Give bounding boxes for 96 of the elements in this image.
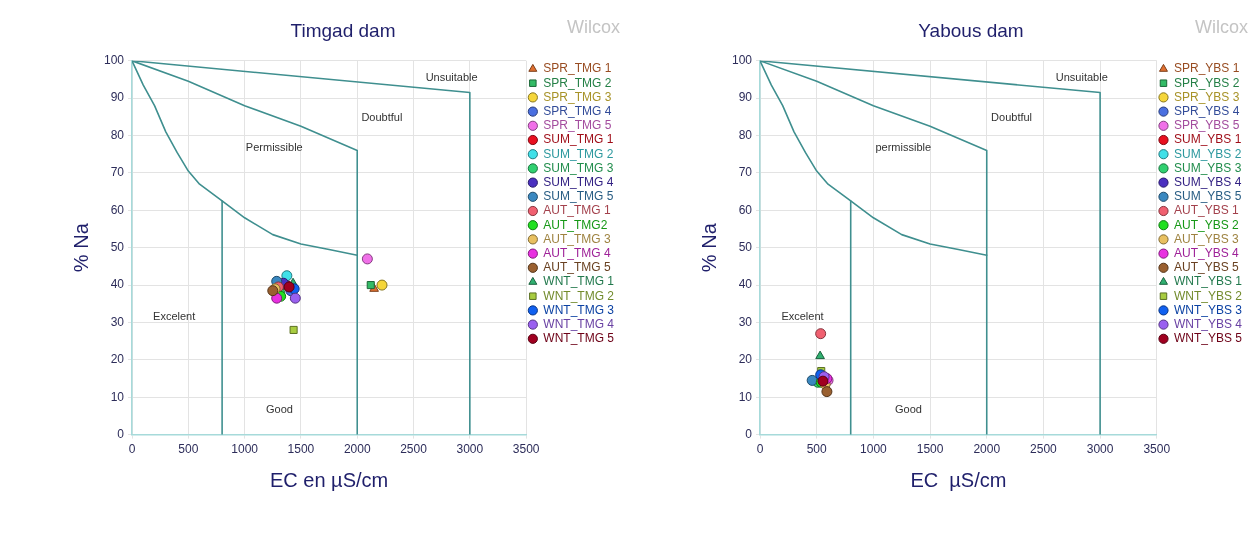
x-tick-label: 1000	[860, 442, 888, 457]
legend-label: WNT_YBS 1	[1173, 274, 1243, 289]
legend-label: SPR_TMG 2	[543, 75, 612, 90]
legend-label: SPR_TMG 1	[543, 61, 612, 76]
legend-label: SUM_TMG 5	[543, 189, 614, 204]
legend-label: WNT_YBS 3	[1173, 302, 1243, 317]
annotation: Doubtful	[361, 110, 403, 123]
annotation: Unsuitable	[1055, 70, 1108, 83]
y-tick-label: 90	[738, 90, 753, 105]
y-tick-label: 30	[738, 314, 753, 329]
legend-label: WNT_TMG 1	[543, 274, 615, 289]
x-axis-title: EC en µS/cm	[269, 468, 389, 491]
legend-label: AUT_YBS 2	[1173, 217, 1239, 232]
x-tick-label: 2500	[1030, 442, 1058, 457]
y-tick-label: 40	[738, 277, 753, 292]
y-tick-label: 100	[731, 53, 753, 68]
y-tick-label: 0	[745, 426, 753, 441]
chart-title: Timgad dam	[290, 19, 396, 41]
y-axis-title: % Na	[69, 222, 92, 273]
x-tick-label: 2000	[973, 442, 1001, 457]
x-tick-label: 3000	[1086, 442, 1114, 457]
legend-label: AUT_YBS 3	[1173, 231, 1239, 246]
annotation: Excelent	[153, 309, 196, 322]
x-tick-label: 2500	[400, 442, 428, 457]
x-tick-label: 2000	[343, 442, 371, 457]
legend-label: SPR_YBS 3	[1173, 89, 1240, 104]
y-tick-label: 50	[110, 240, 125, 255]
y-tick-label: 80	[738, 127, 753, 142]
legend-label: SPR_YBS 2	[1173, 75, 1240, 90]
legend-label: SPR_YBS 1	[1173, 61, 1240, 76]
y-axis-title: % Na	[697, 222, 720, 273]
chart-title: Yabous dam	[918, 19, 1024, 41]
legend-label: WNT_YBS 5	[1173, 331, 1243, 346]
legend-label: SUM_TMG 1	[543, 132, 614, 147]
legend-label: SUM_TMG 4	[543, 174, 614, 189]
legend-label: WNT_TMG 2	[543, 288, 615, 303]
legend-label: AUT_TMG 5	[543, 260, 611, 275]
legend-label: AUT_TMG 3	[543, 231, 611, 246]
y-tick-label: 60	[110, 202, 125, 217]
x-tick-label: 500	[806, 442, 828, 457]
x-tick-label: 0	[128, 442, 136, 457]
x-tick-label: 3500	[1143, 442, 1171, 457]
y-tick-label: 40	[110, 277, 125, 292]
text: Wilcox	[1195, 16, 1248, 37]
x-tick-label: 0	[756, 442, 764, 457]
x-tick-label: 1500	[287, 442, 315, 457]
y-tick-label: 100	[103, 53, 125, 68]
y-tick-label: 60	[738, 202, 753, 217]
y-tick-label: 20	[738, 352, 753, 367]
legend-label: SUM_YBS 3	[1173, 160, 1242, 175]
legend-label: AUT_TMG2	[543, 217, 608, 232]
annotation: Doubtful	[991, 110, 1033, 123]
legend-label: WNT_YBS 4	[1173, 316, 1243, 331]
legend-label: SPR_YBS 4	[1173, 103, 1240, 118]
annotation: Excelent	[781, 309, 824, 322]
legend-label: WNT_TMG 3	[543, 302, 615, 317]
y-tick-label: 70	[738, 165, 753, 180]
annotation: Unsuitable	[425, 70, 478, 83]
legend-label: AUT_YBS 1	[1173, 203, 1239, 218]
legend-label: SUM_TMG 3	[543, 160, 614, 175]
legend-label: SPR_YBS 5	[1173, 118, 1240, 133]
legend-label: SUM_YBS 2	[1173, 146, 1242, 161]
annotation: Good	[894, 403, 922, 416]
legend-label: SUM_YBS 5	[1173, 189, 1242, 204]
x-tick-label: 1000	[231, 442, 259, 457]
legend-label: AUT_TMG 4	[543, 245, 611, 260]
y-tick-label: 90	[110, 90, 125, 105]
y-tick-label: 10	[110, 389, 125, 404]
y-tick-label: 0	[117, 426, 125, 441]
x-tick-label: 1500	[916, 442, 944, 457]
y-tick-label: 20	[110, 352, 125, 367]
legend-label: WNT_TMG 5	[543, 331, 615, 346]
y-tick-label: 30	[110, 314, 125, 329]
legend-label: AUT_YBS 4	[1173, 245, 1239, 260]
legend-label: AUT_YBS 5	[1173, 260, 1239, 275]
legend-label: SPR_TMG 5	[543, 118, 612, 133]
legend-label: SUM_TMG 2	[543, 146, 614, 161]
x-tick-label: 3500	[512, 442, 540, 457]
text: Wilcox	[567, 16, 620, 37]
annotation: permissible	[875, 140, 932, 153]
annotation: Permissible	[245, 140, 303, 153]
x-tick-label: 3000	[456, 442, 484, 457]
x-axis-title: EC µS/cm	[910, 468, 1007, 491]
y-tick-label: 50	[738, 240, 753, 255]
legend-label: SUM_YBS 4	[1173, 174, 1242, 189]
legend-label: AUT_TMG 1	[543, 203, 611, 218]
annotation: Good	[265, 403, 293, 416]
y-tick-label: 80	[110, 127, 125, 142]
legend-label: SUM_YBS 1	[1173, 132, 1242, 147]
legend-label: WNT_TMG 4	[543, 316, 615, 331]
legend-label: SPR_TMG 3	[543, 89, 612, 104]
legend-label: WNT_YBS 2	[1173, 288, 1243, 303]
y-tick-label: 70	[110, 165, 125, 180]
x-tick-label: 500	[178, 442, 199, 457]
legend-label: SPR_TMG 4	[543, 103, 612, 118]
y-tick-label: 10	[738, 389, 753, 404]
